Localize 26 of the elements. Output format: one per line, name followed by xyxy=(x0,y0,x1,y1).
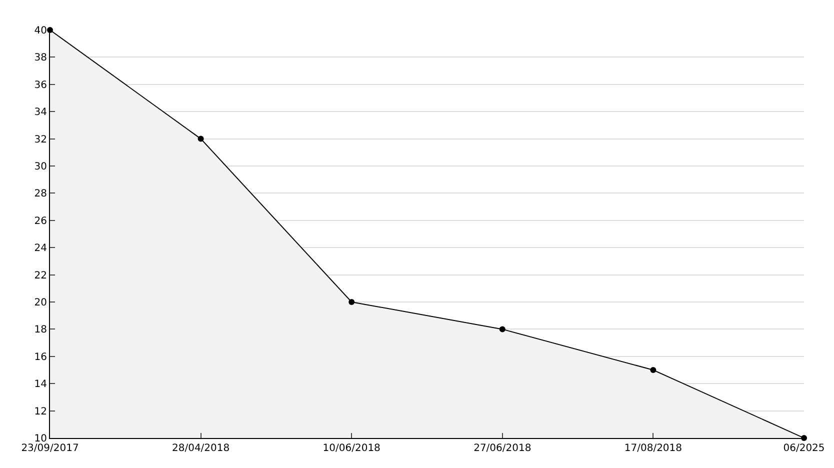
y-tick-label: 22 xyxy=(34,270,47,282)
x-tick-label: 28/04/2018 xyxy=(172,443,230,454)
x-tick-label: 10/06/2018 xyxy=(322,443,380,454)
y-tick-label: 18 xyxy=(34,324,47,336)
y-tick-label: 36 xyxy=(34,80,47,91)
x-tick-label: 27/06/2018 xyxy=(474,443,532,454)
y-tick-label: 14 xyxy=(34,379,47,390)
y-tick-label: 32 xyxy=(34,134,47,146)
point xyxy=(348,299,355,305)
y-tick-label: 38 xyxy=(34,52,47,64)
y-tick-label: 40 xyxy=(34,26,47,36)
x-tick-label: 06/2025 xyxy=(783,443,825,454)
y-tick-label: 20 xyxy=(34,298,47,308)
y-tick-label: 26 xyxy=(34,216,47,227)
x-tick-label: 23/09/2017 xyxy=(21,443,79,454)
y-tick-label: 12 xyxy=(34,406,47,418)
point xyxy=(499,326,506,332)
x-tick-label: 17/08/2018 xyxy=(624,443,682,454)
y-tick-label: 24 xyxy=(34,243,47,254)
point xyxy=(650,367,656,373)
y-tick-label: 28 xyxy=(34,188,47,200)
y-tick-label: 10 xyxy=(34,434,47,444)
y-tick-label: 34 xyxy=(34,107,47,118)
y-tick-label: 16 xyxy=(34,352,47,363)
y-tick-label: 30 xyxy=(34,162,47,172)
point xyxy=(198,136,204,142)
